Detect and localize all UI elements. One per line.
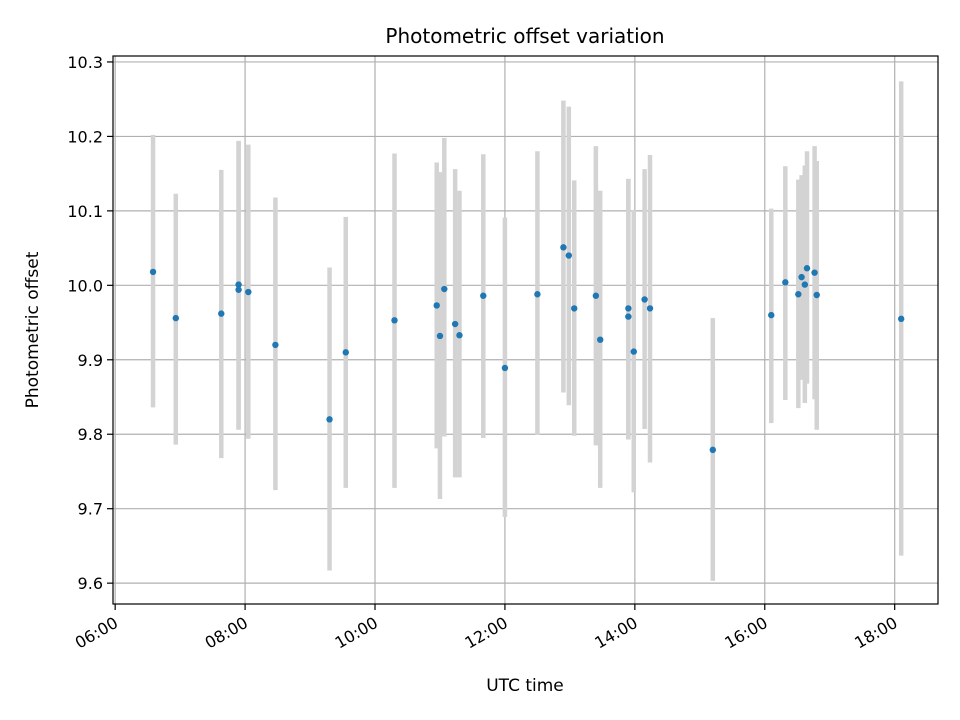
data-point xyxy=(641,296,648,303)
data-point xyxy=(436,332,444,340)
data-point xyxy=(342,349,349,356)
data-point xyxy=(235,286,242,293)
data-point xyxy=(245,288,252,296)
data-point xyxy=(801,281,809,288)
data-point xyxy=(768,311,775,319)
data-point xyxy=(813,291,820,299)
y-tick-label: 10.1 xyxy=(67,202,103,221)
x-axis-title: UTC time xyxy=(486,676,564,696)
data-point xyxy=(326,416,333,423)
data-point xyxy=(630,348,637,355)
data-point xyxy=(441,285,448,293)
data-point xyxy=(480,292,487,299)
chart-title: Photometric offset variation xyxy=(385,24,664,48)
data-point xyxy=(218,310,225,317)
data-point xyxy=(803,265,811,272)
data-point xyxy=(565,252,573,259)
data-point xyxy=(897,315,905,323)
y-tick-label: 9.9 xyxy=(78,351,103,370)
data-point xyxy=(456,332,463,339)
y-axis: 9.6 9.7 9.8 9.9 10.0 10.1 10.2 10.3 xyxy=(67,53,113,593)
data-point xyxy=(272,341,279,349)
data-point xyxy=(709,446,717,454)
data-point xyxy=(451,320,459,328)
data-point xyxy=(571,305,578,312)
data-point xyxy=(560,244,567,251)
data-point xyxy=(433,302,440,309)
data-points xyxy=(149,244,905,454)
data-point xyxy=(534,291,541,298)
data-point xyxy=(235,281,242,288)
data-point xyxy=(798,273,805,281)
plot-frame xyxy=(112,55,939,605)
y-tick-label: 10.2 xyxy=(67,127,103,146)
data-point xyxy=(811,269,818,276)
data-point xyxy=(625,313,632,320)
data-point xyxy=(149,268,157,276)
data-point xyxy=(646,305,654,312)
y-tick-label: 9.6 xyxy=(78,574,103,593)
data-point xyxy=(501,364,509,372)
data-point xyxy=(592,292,600,299)
data-point xyxy=(782,279,789,286)
y-axis-title: Photometric offset xyxy=(23,251,43,408)
data-point xyxy=(391,317,398,324)
y-tick-label: 10.3 xyxy=(67,53,103,72)
data-point xyxy=(597,336,604,343)
data-point xyxy=(795,291,802,298)
y-tick-label: 10.0 xyxy=(67,276,103,295)
y-tick-label: 9.8 xyxy=(78,425,103,444)
y-tick-label: 9.7 xyxy=(78,500,103,519)
data-point xyxy=(625,305,632,312)
data-point xyxy=(172,314,179,322)
